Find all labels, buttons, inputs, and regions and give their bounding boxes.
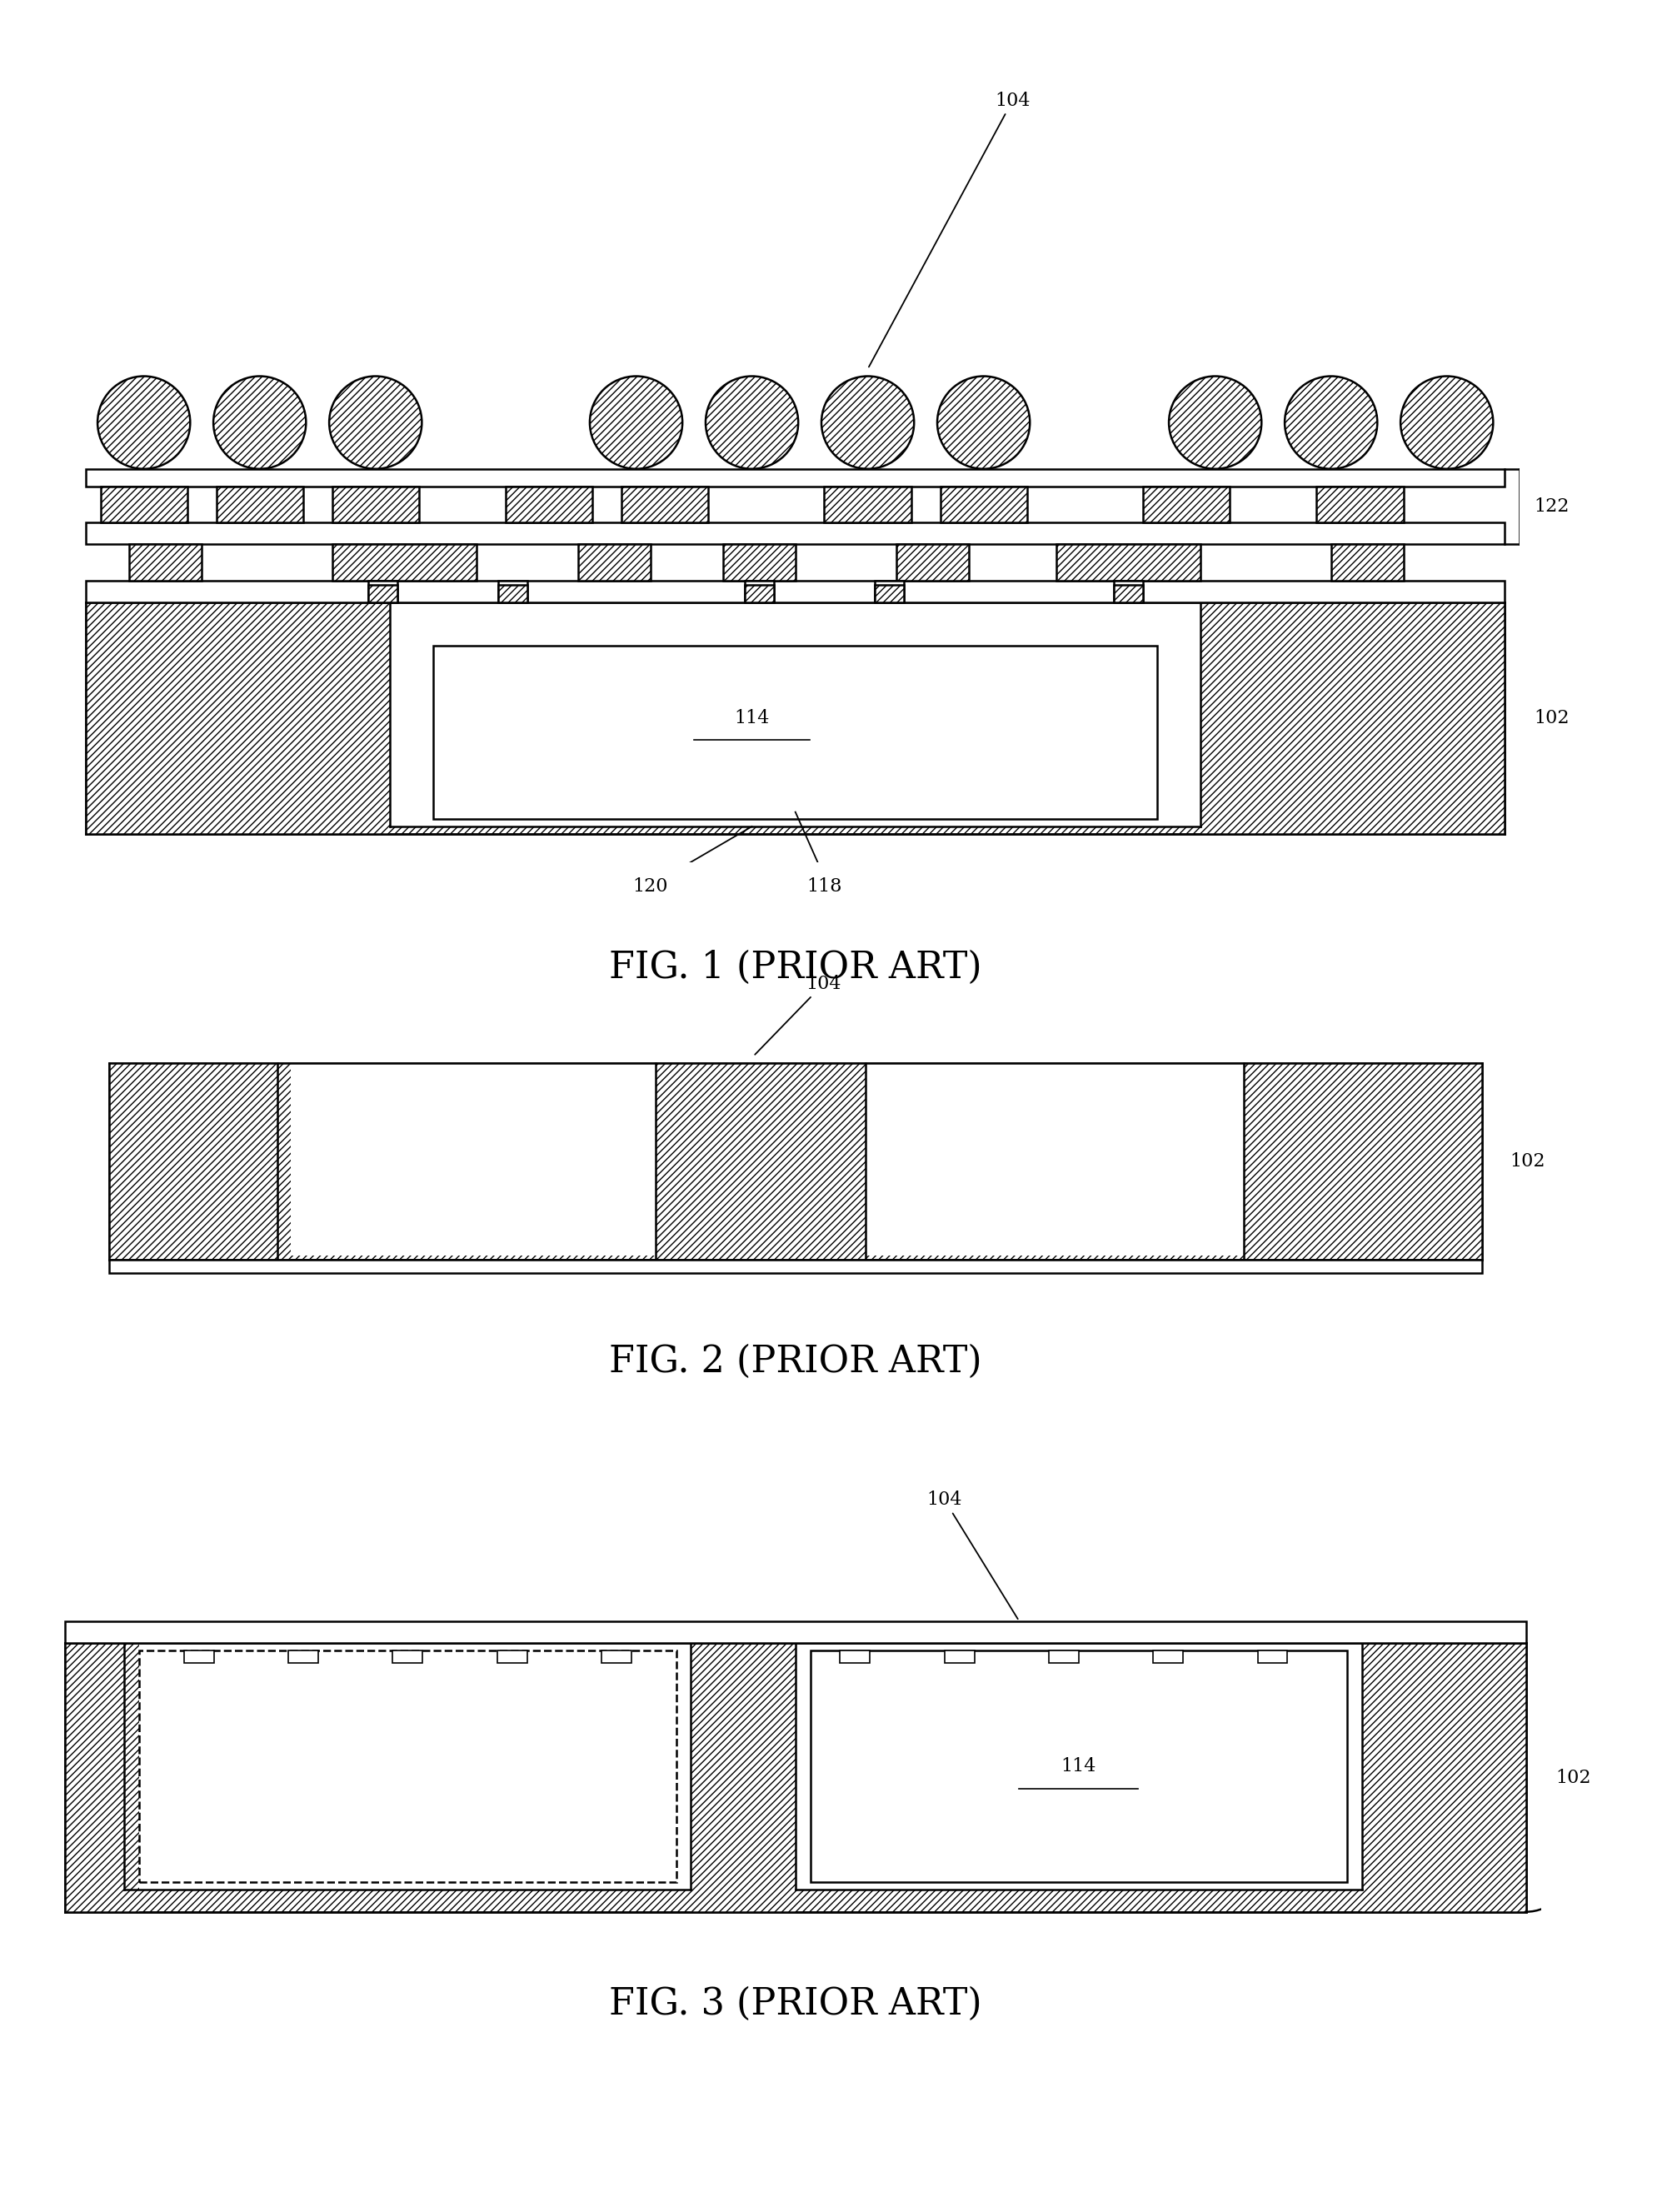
Bar <box>86 580 1505 602</box>
Bar <box>86 469 1505 487</box>
Bar <box>368 584 398 602</box>
Bar <box>65 1644 139 1911</box>
Bar <box>1056 544 1201 580</box>
Bar <box>497 1650 527 1663</box>
Bar <box>499 584 527 602</box>
Circle shape <box>1168 376 1261 469</box>
Bar <box>86 522 1505 544</box>
Bar <box>691 1644 795 1911</box>
Bar <box>722 544 795 580</box>
Bar <box>434 646 1157 818</box>
Text: 104: 104 <box>926 1491 1017 1619</box>
Bar <box>277 1064 655 1254</box>
Bar <box>393 1650 423 1663</box>
Circle shape <box>822 376 915 469</box>
Bar <box>1258 1650 1287 1663</box>
Bar <box>1331 544 1403 580</box>
Bar <box>109 1064 292 1259</box>
Bar <box>389 602 1201 827</box>
Bar <box>139 1650 676 1882</box>
Bar <box>810 1650 1347 1882</box>
Circle shape <box>706 376 799 469</box>
Bar <box>655 1064 865 1259</box>
Bar <box>621 487 709 522</box>
Text: 102: 102 <box>1510 1152 1546 1170</box>
Bar <box>1143 487 1229 522</box>
Text: 102: 102 <box>1556 1767 1591 1787</box>
Bar <box>288 1650 318 1663</box>
Bar <box>505 487 593 522</box>
Text: FIG. 3 (PRIOR ART): FIG. 3 (PRIOR ART) <box>608 1986 983 2022</box>
Bar <box>896 544 969 580</box>
Bar <box>1244 1064 1481 1259</box>
Bar <box>1153 1650 1183 1663</box>
Text: 102: 102 <box>1534 708 1569 728</box>
Bar <box>217 487 303 522</box>
Bar <box>124 1644 691 1889</box>
Bar <box>865 1064 1244 1254</box>
Bar <box>101 487 187 522</box>
Text: 120: 120 <box>633 878 668 896</box>
Bar <box>578 544 651 580</box>
Bar <box>1362 1644 1526 1911</box>
Circle shape <box>214 376 307 469</box>
Text: 104: 104 <box>756 975 842 1055</box>
Bar <box>744 580 774 602</box>
Circle shape <box>1284 376 1377 469</box>
Bar <box>1114 584 1143 602</box>
Bar <box>1317 487 1403 522</box>
Bar <box>1049 1650 1079 1663</box>
Bar <box>875 584 905 602</box>
Bar <box>109 1064 1481 1259</box>
Bar <box>184 1650 214 1663</box>
Bar <box>1201 602 1505 834</box>
Bar <box>65 1621 1526 1644</box>
Bar <box>840 1650 870 1663</box>
Bar <box>940 487 1027 522</box>
Bar <box>368 580 398 602</box>
Text: 118: 118 <box>807 878 842 896</box>
Bar <box>499 580 527 602</box>
Text: 122: 122 <box>1534 498 1569 515</box>
Bar <box>824 487 911 522</box>
Bar <box>744 584 774 602</box>
Circle shape <box>590 376 683 469</box>
Bar <box>331 487 419 522</box>
Text: 104: 104 <box>868 91 1031 367</box>
Text: FIG. 2 (PRIOR ART): FIG. 2 (PRIOR ART) <box>608 1343 983 1380</box>
Bar <box>601 1650 631 1663</box>
Bar <box>109 1259 1481 1274</box>
Circle shape <box>98 376 191 469</box>
Text: 114: 114 <box>734 708 769 728</box>
Bar <box>86 602 1505 834</box>
Bar <box>86 602 389 834</box>
Bar <box>1114 580 1143 602</box>
Circle shape <box>938 376 1031 469</box>
Circle shape <box>330 376 423 469</box>
Bar <box>129 544 202 580</box>
Text: 114: 114 <box>1060 1756 1097 1776</box>
Bar <box>944 1650 974 1663</box>
Bar <box>331 544 477 580</box>
Circle shape <box>1400 376 1493 469</box>
Bar <box>875 580 905 602</box>
Bar <box>795 1644 1362 1889</box>
Text: FIG. 1 (PRIOR ART): FIG. 1 (PRIOR ART) <box>608 949 983 987</box>
Bar <box>65 1644 1526 1911</box>
